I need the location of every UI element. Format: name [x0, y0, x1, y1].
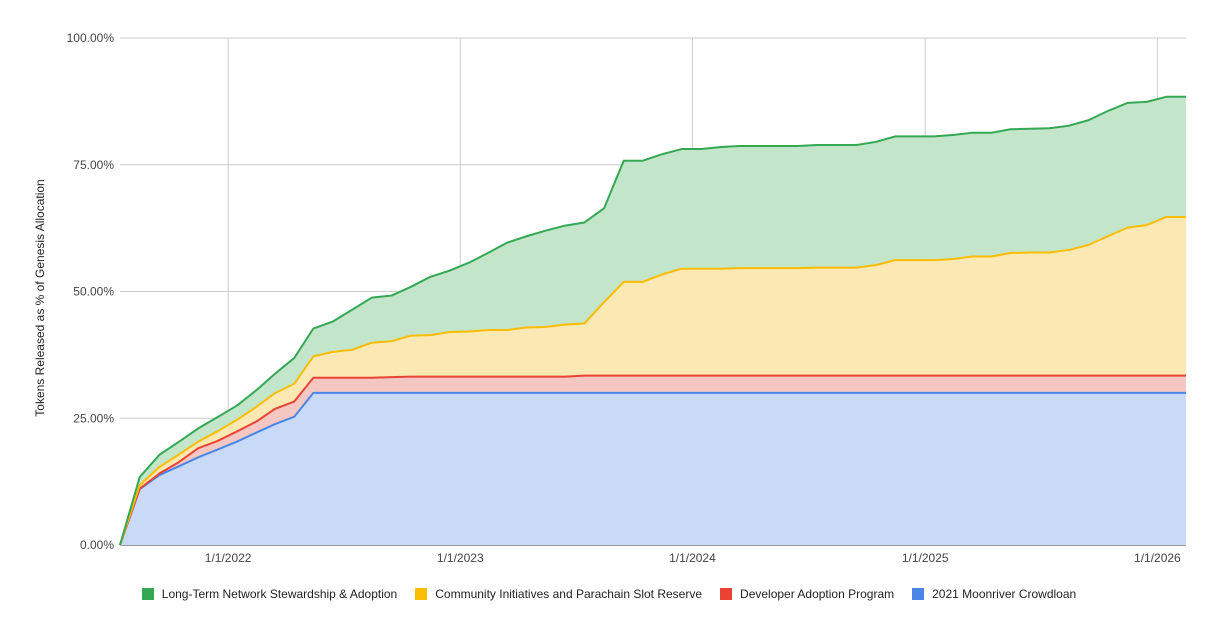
x-tick-label: 1/1/2026	[1134, 551, 1181, 565]
legend-item: Community Initiatives and Parachain Slot…	[415, 584, 702, 604]
x-tick-label: 1/1/2022	[205, 551, 252, 565]
legend-label: Long-Term Network Stewardship & Adoption	[161, 587, 398, 601]
legend-label: Developer Adoption Program	[740, 587, 895, 601]
y-tick-label: 100.00%	[67, 31, 115, 45]
y-tick-label: 75.00%	[73, 158, 114, 172]
legend-item: Developer Adoption Program	[720, 584, 894, 604]
area-2021-moonriver-crowdloan	[120, 392, 1186, 545]
line-2021-moonriver-crowdloan	[119, 391, 1186, 546]
y-tick-label: 50.00%	[73, 285, 114, 299]
legend: Long-Term Network Stewardship & Adoption…	[0, 584, 1218, 604]
x-tick-label: 1/1/2024	[669, 551, 716, 565]
legend-swatch	[912, 588, 925, 600]
legend-swatch	[720, 588, 733, 600]
x-tick-label: 1/1/2023	[437, 551, 484, 565]
area-long-term-network-stewardship-adoption	[120, 96, 1186, 545]
area-layer	[120, 96, 1186, 545]
line-layer	[119, 95, 1186, 546]
y-tick-label: 25.00%	[73, 411, 114, 425]
y-axis-label: Tokens Released as % of Genesis Allocati…	[33, 179, 47, 416]
y-tick-label: 0.00%	[80, 538, 114, 552]
y-axis-ticks: 0.00% 25.00% 50.00% 75.00% 100.00%	[67, 31, 115, 552]
legend-swatch	[415, 588, 428, 600]
legend-item: 2021 Moonriver Crowdloan	[912, 584, 1076, 604]
line-developer-adoption-program	[119, 374, 1186, 546]
legend-item: Long-Term Network Stewardship & Adoption	[141, 584, 398, 604]
area-community-initiatives-and-parachain-slot-reserve	[120, 216, 1186, 545]
legend-swatch	[141, 588, 154, 600]
x-axis-ticks: 1/1/2022 1/1/2023 1/1/2024 1/1/2025 1/1/2026	[205, 551, 1181, 565]
x-tick-label: 1/1/2025	[902, 551, 949, 565]
line-long-term-network-stewardship-adoption	[119, 95, 1186, 546]
line-community-initiatives-and-parachain-slot-reserve	[119, 215, 1186, 546]
legend-label: 2021 Moonriver Crowdloan	[932, 587, 1077, 601]
legend-label: Community Initiatives and Parachain Slot…	[435, 587, 703, 601]
